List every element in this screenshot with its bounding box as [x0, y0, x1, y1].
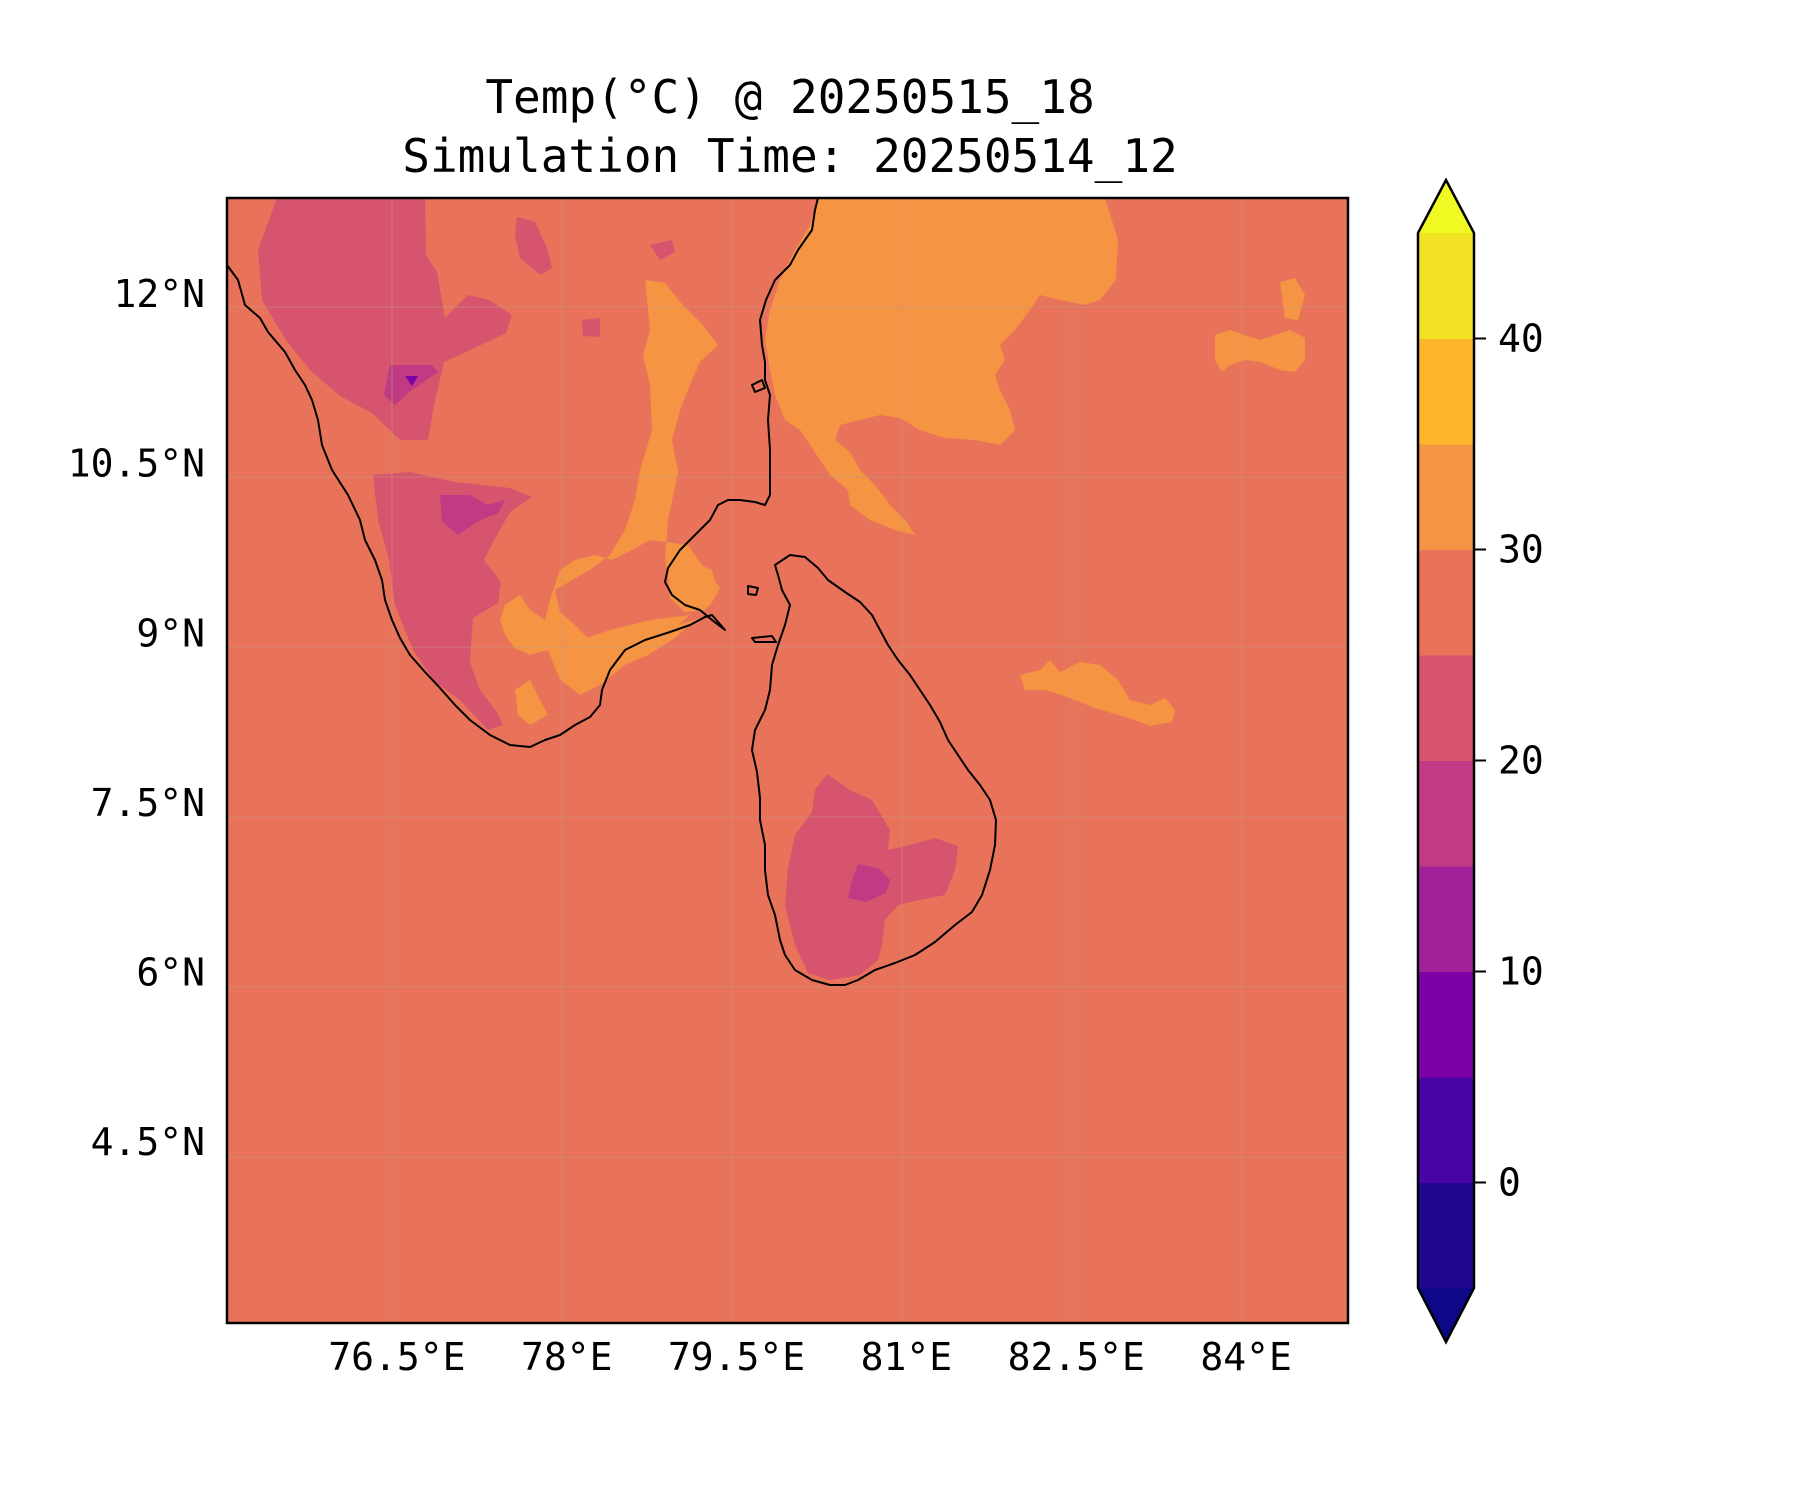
contour-cool-spot-a [515, 217, 552, 275]
y-tick-label: 12°N [113, 272, 205, 316]
y-tick-label: 7.5°N [91, 781, 205, 825]
contour-sl-cold-pocket [848, 864, 890, 902]
colorbar-segment [1418, 444, 1474, 550]
contour-warm-south-tn [575, 615, 690, 690]
y-tick-label: 9°N [136, 611, 205, 655]
y-axis-tick-labels: 12°N 10.5°N 9°N 7.5°N 6°N 4.5°N [68, 272, 205, 1164]
gridlines [227, 198, 1348, 1323]
x-tick-label: 78°E [521, 1335, 613, 1379]
x-axis-tick-labels: 76.5°E 78°E 79.5°E 81°E 82.5°E 84°E [328, 1335, 1292, 1379]
figure-title-line2: Simulation Time: 20250514_12 [402, 129, 1177, 183]
x-tick-label: 76.5°E [328, 1335, 465, 1379]
colorbar-segment [1418, 655, 1474, 761]
coastline-island-a [747, 585, 759, 596]
map-panel [225, 196, 1350, 1325]
contour-regions [258, 198, 1305, 980]
contour-warm-bay-finger [1280, 278, 1305, 320]
x-tick-label: 84°E [1200, 1335, 1292, 1379]
contour-warm-bay [765, 198, 1118, 535]
x-tick-label: 81°E [861, 1335, 953, 1379]
contour-warm-interior-tn [500, 280, 720, 695]
contour-warm-palk-blob [668, 560, 718, 612]
colorbar-tick-label: 10 [1498, 950, 1544, 994]
coastlines [227, 198, 997, 986]
contour-ghats-north [258, 198, 512, 440]
colorbar-segment [1418, 233, 1474, 339]
contour-cool-spot-c [582, 318, 600, 337]
y-tick-label: 10.5°N [68, 442, 205, 486]
colorbar-segment [1418, 971, 1474, 1078]
contour-cool-spot-b [650, 240, 675, 260]
contour-cold-pocket-north [384, 365, 438, 405]
colorbar-outline [1416, 177, 1476, 1345]
colorbar-segment [1418, 338, 1474, 445]
contour-warm-south-spot [515, 680, 548, 725]
coastline-island-b [751, 635, 777, 643]
contour-warm-east-blob [1020, 660, 1175, 726]
colorbar-segment [1418, 549, 1474, 656]
colorbar-segment [1418, 1077, 1474, 1183]
colorbar-tick-label: 30 [1498, 528, 1544, 572]
colorbar: 0 10 20 30 40 [1416, 177, 1544, 1345]
figure-title-line1: Temp(°C) @ 20250515_18 [485, 70, 1094, 124]
colorbar-tick-label: 40 [1498, 317, 1544, 361]
contour-coldest-point [405, 376, 418, 386]
coastline-island-c [751, 379, 766, 393]
coastline-india [227, 198, 819, 748]
colorbar-segment [1418, 866, 1474, 972]
contour-cold-pocket-mid [440, 495, 505, 535]
colorbar-tick-label: 0 [1498, 1161, 1521, 1205]
x-tick-label: 82.5°E [1008, 1335, 1145, 1379]
colorbar-tick-label: 20 [1498, 739, 1544, 783]
contour-ghats-south [373, 472, 532, 730]
colorbar-segment [1418, 1182, 1474, 1289]
contour-warm-bay-spot [1215, 330, 1305, 372]
y-tick-label: 6°N [136, 950, 205, 994]
coastline-srilanka [751, 554, 997, 986]
y-tick-label: 4.5°N [91, 1120, 205, 1164]
x-tick-label: 79.5°E [668, 1335, 805, 1379]
colorbar-over-triangle [1418, 180, 1474, 233]
colorbar-under-triangle [1418, 1288, 1474, 1342]
colorbar-segment [1418, 760, 1474, 867]
map-frame [225, 196, 1350, 1325]
